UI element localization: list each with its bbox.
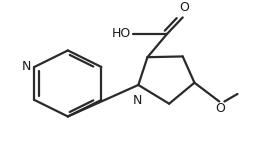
Text: N: N <box>22 60 31 73</box>
Text: O: O <box>179 1 189 14</box>
Text: HO: HO <box>112 27 131 40</box>
Text: O: O <box>215 102 225 115</box>
Text: N: N <box>132 94 142 107</box>
